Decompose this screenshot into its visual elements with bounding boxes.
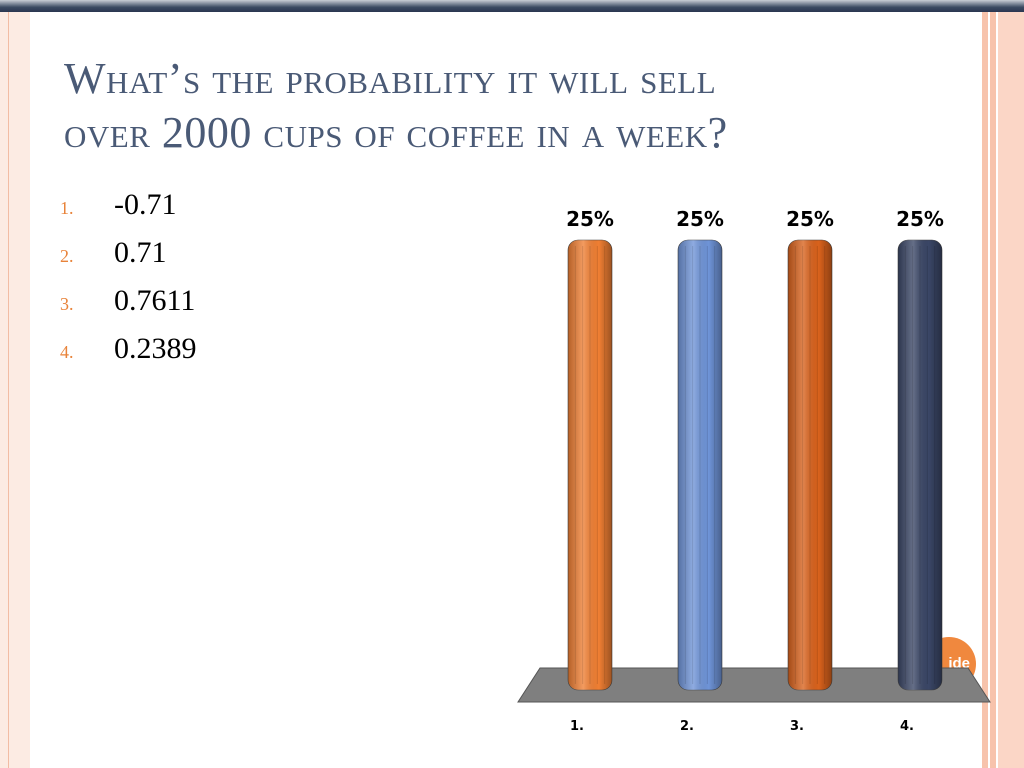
bar-shading bbox=[788, 240, 832, 690]
category-label: 3. bbox=[790, 719, 804, 734]
category-label: 2. bbox=[680, 719, 694, 734]
data-label: 25% bbox=[786, 207, 834, 231]
chart-bars bbox=[567, 239, 943, 691]
data-label: 25% bbox=[566, 207, 614, 231]
response-bar-chart: 25% 25% 25% 25% 1. 2. 3. 4. bbox=[517, 207, 991, 734]
answer-option: 1. -0.71 bbox=[60, 188, 197, 236]
answer-options: 1. -0.71 2. 0.71 3. 0.7611 4. 0.2389 bbox=[60, 188, 197, 380]
top-bar bbox=[0, 0, 1024, 12]
chart-category-labels: 1. 2. 3. 4. bbox=[570, 719, 914, 734]
option-value: 0.2389 bbox=[114, 332, 197, 365]
option-number: 4. bbox=[60, 342, 74, 362]
category-label: 4. bbox=[900, 719, 914, 734]
slide-title: What’s the probability it will sell over… bbox=[64, 52, 944, 160]
bar-shading bbox=[568, 240, 612, 690]
chart-floor bbox=[517, 667, 991, 703]
right-decor-stripe bbox=[976, 12, 1024, 768]
option-number: 3. bbox=[60, 294, 74, 314]
option-value: 0.7611 bbox=[114, 284, 196, 317]
bar-shading bbox=[678, 240, 722, 690]
option-number: 1. bbox=[60, 198, 74, 218]
data-label: 25% bbox=[896, 207, 944, 231]
answer-option: 4. 0.2389 bbox=[60, 332, 197, 380]
data-label: 25% bbox=[676, 207, 724, 231]
left-decor-stripe bbox=[0, 12, 30, 768]
title-line-1: What’s the probability it will sell bbox=[64, 54, 717, 103]
answer-option: 3. 0.7611 bbox=[60, 284, 197, 332]
category-label: 1. bbox=[570, 719, 584, 734]
bar-shading bbox=[898, 240, 942, 690]
answer-option: 2. 0.71 bbox=[60, 236, 197, 284]
option-number: 2. bbox=[60, 246, 74, 266]
chart-data-labels: 25% 25% 25% 25% bbox=[566, 207, 944, 231]
option-value: -0.71 bbox=[114, 188, 177, 221]
title-line-2: over 2000 cups of coffee in a week? bbox=[64, 108, 728, 157]
option-value: 0.71 bbox=[114, 236, 167, 269]
